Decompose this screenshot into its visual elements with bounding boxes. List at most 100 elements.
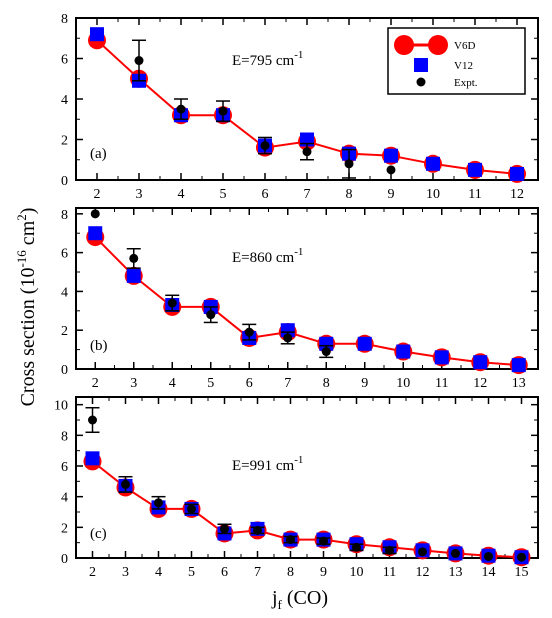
legend-label-v6d: V6D	[454, 40, 475, 52]
panel-c-expt-point	[121, 479, 130, 489]
panel-b-expt-point	[167, 298, 177, 308]
panel-b-ytick-label: 2	[61, 324, 68, 339]
panel-c-energy-exp: -1	[294, 454, 303, 466]
panel-c-xtick-label: 6	[221, 565, 228, 580]
panel-a-xtick-label: 3	[136, 187, 143, 202]
panel-a-expt-point	[344, 159, 354, 169]
panel-c-expt-point	[88, 415, 97, 425]
panel-c-label: (c)	[90, 526, 107, 542]
panel-a-xtick-label: 8	[346, 187, 353, 202]
panel-c-expt-point	[220, 524, 229, 534]
panel-c-ytick-label: 2	[61, 521, 68, 536]
panel-b-xtick-label: 7	[284, 376, 291, 391]
panel-b-ytick-label: 8	[61, 208, 68, 223]
panel-b-expt-point	[283, 333, 293, 343]
panel-c-xtick-label: 11	[383, 565, 396, 580]
panel-c-expt-point	[385, 545, 394, 555]
panel-c-xtick-label: 10	[350, 565, 364, 580]
panel-c-ytick-label: 0	[61, 552, 68, 567]
panel-c-xtick-label: 5	[188, 565, 195, 580]
panel-c-xtick-label: 14	[482, 565, 496, 580]
y-axis-title: Cross section (10-16 cm2)	[14, 208, 39, 407]
panel-c-xtick-label: 15	[515, 565, 529, 580]
panel-a-v12-point	[468, 162, 482, 177]
panel-b-xtick-label: 4	[169, 376, 176, 391]
panel-a-ytick-label: 6	[61, 53, 68, 68]
panel-a-xtick-label: 12	[510, 187, 524, 202]
panel-b-expt-point	[244, 327, 254, 337]
panel-a-xtick-label: 10	[426, 187, 440, 202]
panel-b-ytick-label: 6	[61, 247, 68, 262]
panel-c-expt-point	[418, 547, 427, 557]
panel-a-v12-point	[384, 148, 398, 163]
legend-label-v12: V12	[454, 60, 473, 72]
legend-v6d-marker-right	[428, 35, 448, 55]
panel-b-v12-point	[319, 336, 334, 351]
panel-c-expt-point	[187, 504, 196, 514]
panel-a-expt-point	[260, 141, 270, 151]
panel-b-expt-point	[90, 209, 100, 219]
legend-v6d-marker-left	[394, 35, 414, 55]
x-axis-title: jf (CO)	[271, 587, 328, 612]
panel-a-xtick-label: 9	[388, 187, 395, 202]
panel-c-expt-point	[154, 498, 163, 508]
panel-c-expt-point	[451, 548, 460, 558]
panel-b-xtick-label: 12	[473, 376, 487, 391]
panel-b-v12-point	[473, 355, 488, 370]
panel-a-expt-point	[302, 147, 312, 157]
panel-b-xtick-label: 11	[435, 376, 448, 391]
panel-a-xtick-label: 7	[304, 187, 311, 202]
panel-b-v12-point	[396, 344, 411, 359]
panel-a-xtick-label: 6	[262, 187, 269, 202]
panel-c-expt-point	[319, 536, 328, 546]
panel-b-energy-exp: -1	[294, 246, 303, 258]
panel-c-xtick-label: 7	[254, 565, 261, 580]
legend-v12-marker	[414, 58, 428, 72]
panel-a-ytick-label: 4	[61, 93, 68, 108]
panel-a-ytick-label: 0	[61, 174, 68, 189]
panel-b-expt-point	[321, 347, 331, 357]
panel-b-label: (b)	[90, 338, 108, 354]
panel-a-v12-point	[510, 166, 524, 181]
panel-c-expt-point	[253, 525, 262, 535]
panel-b-xtick-label: 6	[246, 376, 253, 391]
panel-b-expt-point	[129, 253, 139, 263]
panel-c-xtick-label: 12	[416, 565, 430, 580]
panel-b-xtick-label: 8	[323, 376, 330, 391]
panel-c: 2 3 4 5 6 7 8 9 10 11 12 13 14 15 0 2 4 6 8 10 E=991 cm-1 (c)	[54, 396, 539, 580]
panel-a-ytick-label: 2	[61, 134, 68, 149]
panel-c-v12-point	[85, 451, 100, 466]
panel-c-xtick-label: 13	[449, 565, 463, 580]
panel-a: 2 3 4 5 6 7 8 9 10 11 12 0 2 4 6 8 E=795 cm-1 (a)	[61, 12, 539, 202]
panel-a-ytick-label: 8	[61, 12, 68, 27]
panel-c-xtick-label: 9	[320, 565, 327, 580]
panel-b-v6d-line	[94, 236, 519, 367]
panel-b-xtick-label: 5	[207, 376, 214, 391]
panel-a-xtick-label: 5	[220, 187, 227, 202]
panel-b-xtick-label: 13	[512, 376, 526, 391]
panel-a-expt-point	[176, 104, 186, 114]
panel-a-energy-text: E=795 cm	[232, 53, 295, 69]
panel-b-xtick-label: 10	[396, 376, 410, 391]
panel-b-v12-point	[434, 350, 449, 365]
panel-a-xtick-label: 11	[468, 187, 481, 202]
panel-a-xtick-label: 2	[94, 187, 101, 202]
panel-a-energy-label: E=795 cm-1	[232, 49, 303, 69]
panel-b-v12-point	[88, 226, 103, 241]
panel-b-xtick-label: 9	[361, 376, 368, 391]
panel-c-expt-point	[517, 552, 526, 562]
panel-b-ytick-label: 0	[61, 363, 68, 378]
panel-a-label: (a)	[90, 146, 107, 162]
panel-c-energy-label: E=991 cm-1	[232, 454, 303, 474]
panel-c-xtick-label: 2	[89, 565, 96, 580]
panel-a-xtick-label: 4	[178, 187, 185, 202]
panel-c-ytick-label: 10	[54, 399, 68, 414]
panel-a-expt-point	[218, 106, 228, 116]
panel-c-xtick-label: 3	[122, 565, 129, 580]
panel-b-xtick-label: 3	[130, 376, 137, 391]
panel-a-expt-point	[386, 165, 396, 175]
panel-a-v12-point	[90, 27, 104, 42]
panel-b-expt-point	[206, 310, 216, 320]
panel-c-expt-point	[286, 535, 295, 545]
